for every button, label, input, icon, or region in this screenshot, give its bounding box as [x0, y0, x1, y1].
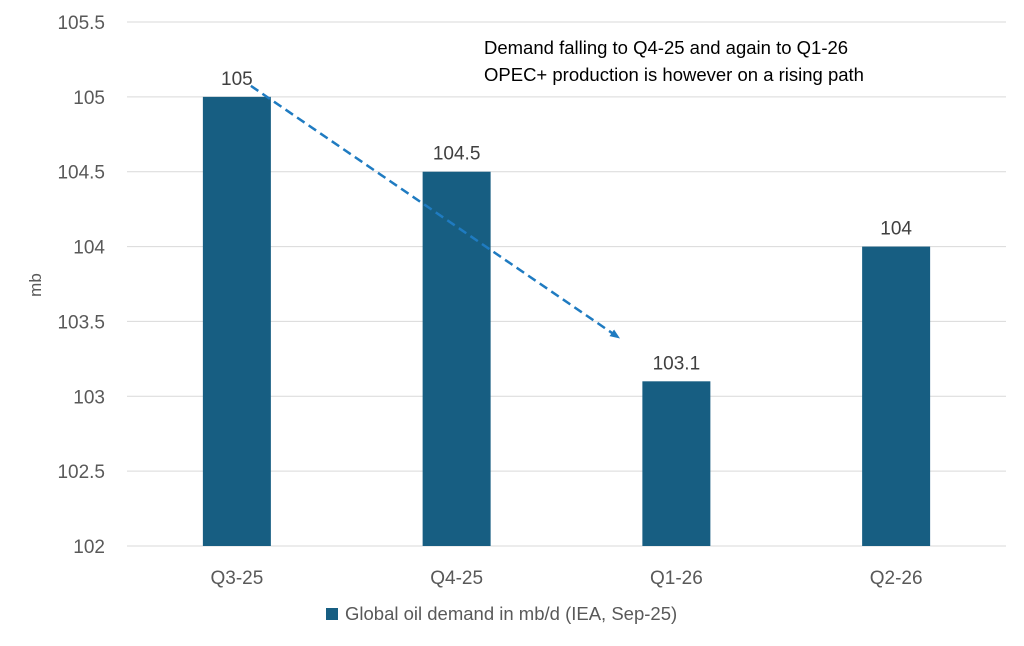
annotation-line-1: Demand falling to Q4-25 and again to Q1-… — [484, 37, 848, 58]
bar-q4-25[interactable] — [422, 171, 491, 546]
data-label: 104 — [880, 219, 912, 240]
y-tick-label: 102 — [73, 537, 105, 558]
data-label: 104.5 — [433, 144, 481, 165]
annotation-line-2: OPEC+ production is however on a rising … — [484, 64, 864, 85]
x-tick-label: Q3-25 — [210, 568, 263, 589]
gridlines — [127, 21, 1006, 547]
bar-q3-25[interactable] — [202, 96, 271, 546]
y-axis-title: mb — [26, 273, 45, 297]
data-label: 103.1 — [653, 353, 701, 374]
y-tick-label: 105.5 — [57, 13, 105, 34]
legend-label: Global oil demand in mb/d (IEA, Sep-25) — [345, 603, 677, 624]
legend-swatch — [326, 608, 338, 620]
y-tick-label: 103.5 — [57, 312, 105, 333]
y-axis-ticks: 102 102.5 103 103.5 104 104.5 105 105.5 — [57, 13, 105, 558]
y-tick-label: 104.5 — [57, 163, 105, 184]
bar-q2-26[interactable] — [862, 246, 931, 547]
y-tick-label: 105 — [73, 88, 105, 109]
annotation: Demand falling to Q4-25 and again to Q1-… — [484, 37, 864, 85]
x-axis-ticks: Q3-25 Q4-25 Q1-26 Q2-26 — [210, 568, 922, 589]
trend-arrow — [250, 84, 621, 339]
x-tick-label: Q4-25 — [430, 568, 483, 589]
y-tick-label: 103 — [73, 387, 105, 408]
y-tick-label: 102.5 — [57, 462, 105, 483]
y-tick-label: 104 — [73, 238, 105, 259]
x-tick-label: Q1-26 — [650, 568, 703, 589]
bar-q1-26[interactable] — [642, 381, 711, 546]
legend[interactable]: Global oil demand in mb/d (IEA, Sep-25) — [326, 603, 677, 624]
bars — [202, 96, 931, 547]
x-tick-label: Q2-26 — [870, 568, 923, 589]
data-label: 105 — [221, 69, 253, 90]
data-labels: 105 104.5 103.1 104 — [221, 69, 912, 374]
